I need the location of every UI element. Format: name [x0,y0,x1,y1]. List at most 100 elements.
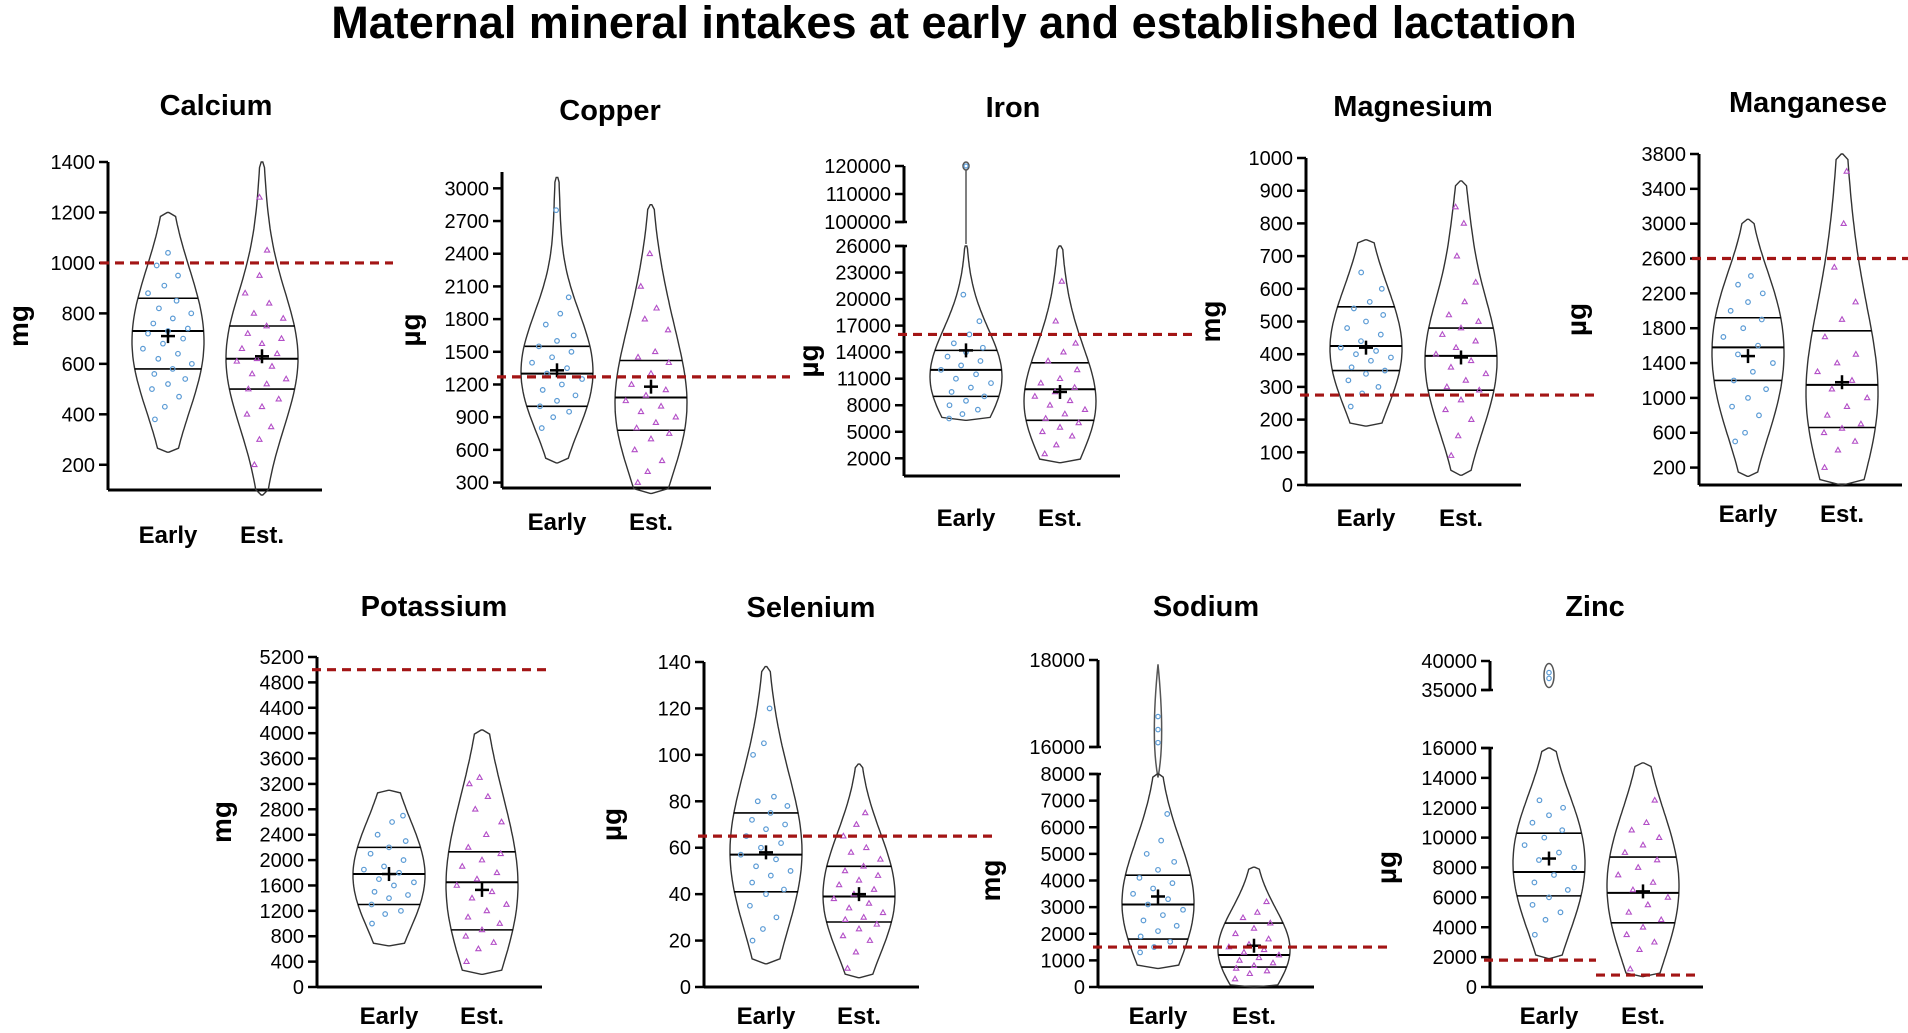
y-tick-label: 5000 [1041,844,1086,866]
data-point [282,375,290,382]
data-point [180,335,187,342]
data-point [1038,427,1046,435]
outlier-point [963,163,969,169]
panel-title: Iron [986,92,1041,124]
data-point [1650,938,1658,945]
data-point [1380,312,1387,318]
y-tick-label: 12000 [1421,798,1477,820]
y-tick-label: 700 [1260,246,1293,268]
data-point [1623,930,1631,938]
data-point [958,362,965,369]
y-tick-label: 2200 [1642,283,1687,305]
data-point [175,272,181,279]
data-point [497,849,505,857]
data-point [651,347,659,355]
data-point [462,932,470,939]
x-category-label: Early [937,505,996,532]
data-point [1820,428,1828,436]
data-point [1833,359,1841,366]
y-tick-label: 2600 [1642,249,1687,271]
data-point [665,429,673,436]
data-point [1447,451,1455,458]
y-tick-label: 0 [1466,977,1477,999]
data-point [1657,915,1665,923]
data-point [376,876,382,883]
data-point [1529,901,1536,908]
y-tick-label: 2000 [1041,924,1086,946]
data-point [564,365,570,372]
data-point [1749,368,1756,375]
panel-calcium: Calcium 200 400 600 800 1000 1200 1400 mg Early Es… [3,90,393,549]
x-category-label: Est. [1820,501,1864,528]
data-point [1529,819,1536,826]
data-point [1052,441,1060,448]
y-tick-label: 23000 [835,263,891,285]
data-point [537,403,543,410]
data-point [1071,383,1079,390]
data-point [542,321,549,328]
y-tick-label: 1500 [445,342,490,364]
y-tick-label: 8000 [847,395,892,417]
data-point [165,381,171,387]
data-point [554,397,560,404]
data-point [1447,363,1455,370]
data-point [1253,908,1261,915]
data-point [1730,377,1737,384]
x-category-label: Est. [1621,1003,1665,1030]
x-category-label: Early [1337,505,1396,532]
data-point [263,322,271,329]
y-tick-label: 20 [669,931,691,953]
data-point [152,416,158,423]
data-point [652,418,660,425]
data-point [766,705,773,712]
data-point [241,289,249,296]
data-point [976,318,983,325]
violin-early [929,245,1003,421]
panel-iron: Iron 2000 5000 8000 11000 14000 17000 20000 2300… [793,92,1192,532]
data-point [847,848,855,855]
y-tick-label: 400 [62,404,95,426]
y-tick-label: 3000 [445,178,490,200]
y-tick-label: 8000 [1433,858,1478,880]
x-category-label: Est. [240,522,284,549]
y-tick-label: 0 [293,977,304,999]
data-point [876,855,884,862]
data-point [155,355,162,362]
panel-title: Potassium [361,591,508,623]
data-point [862,843,870,851]
data-point [966,331,973,338]
data-point [140,345,146,352]
data-point [1363,370,1369,377]
data-point [771,793,777,800]
data-point [773,914,780,921]
data-point [1066,396,1074,404]
y-tick-label: 600 [62,354,95,376]
data-point [579,376,585,382]
data-point [1821,463,1829,470]
data-point [371,888,378,895]
data-point [1042,414,1050,421]
y-tick-label: 1200 [51,202,96,224]
data-point [1378,285,1385,292]
data-point [1452,343,1460,351]
data-point [1169,880,1176,887]
y-tick-label-upper: 110000 [826,184,891,206]
y-tick-label-upper: 16000 [1029,737,1085,759]
x-category-label: Early [1129,1003,1188,1030]
data-point [959,411,966,417]
data-point [453,881,461,888]
data-point [1432,350,1440,357]
data-point [150,320,157,327]
data-point [1137,933,1144,940]
data-point [1560,804,1566,811]
data-point [255,435,263,442]
y-tick-label: 900 [1260,181,1293,203]
data-point [1269,959,1277,966]
data-point [389,819,395,825]
y-tick-label: 60 [669,838,691,860]
data-point [873,920,881,927]
data-point [1756,412,1762,419]
y-tick-label: 1800 [1642,318,1687,340]
data-point [754,798,761,805]
